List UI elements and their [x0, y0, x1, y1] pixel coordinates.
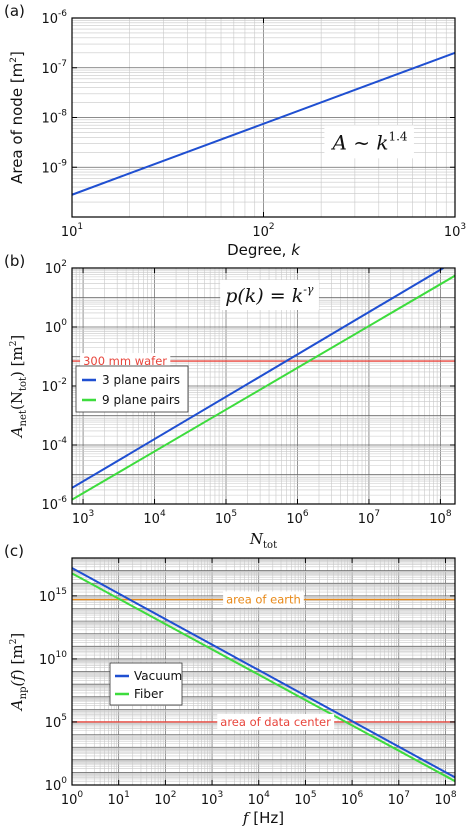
grid	[72, 268, 455, 504]
x-tick-label: 102	[154, 790, 176, 808]
y-tick-label: 10-6	[41, 495, 67, 513]
plot-area	[72, 51, 455, 196]
y-tick-label: 1010	[39, 650, 67, 668]
y-tick-label: 10-9	[41, 158, 67, 176]
panel-c: area of earth area of data center 100 101 10…	[4, 542, 457, 827]
series-line-2	[72, 274, 455, 501]
label-backing	[217, 713, 335, 730]
y-tick-label: 100	[45, 776, 68, 794]
x-tick-label: 105	[294, 790, 316, 808]
x-tick-label: 108	[429, 509, 452, 527]
x-tick-label: 107	[358, 509, 380, 527]
legend: Vacuum Fiber	[109, 662, 183, 706]
panel-b: 300 mm wafer 103 104 105 106 107 108 10-6 10-4 10…	[4, 252, 456, 551]
legend-label-2: 9 plane pairs	[102, 393, 180, 407]
x-tick-label: 108	[434, 790, 457, 808]
x-tick-label: 100	[61, 790, 84, 808]
x-axis-label: Ntot	[249, 530, 277, 551]
legend-label-1: Vacuum	[134, 669, 182, 683]
x-tick-label: 105	[215, 509, 237, 527]
legend-label-2: Fiber	[134, 687, 163, 701]
series-line-1	[72, 268, 444, 489]
y-tick-label: 10-4	[41, 436, 67, 454]
panel-label: (a)	[4, 2, 25, 20]
y-tick-label: 1015	[39, 587, 67, 605]
x-tick-label: 107	[388, 790, 410, 808]
x-tick-label: 106	[286, 509, 309, 527]
x-tick-label: 104	[248, 790, 271, 808]
panel-label: (c)	[4, 542, 24, 560]
x-tick-label: 103	[444, 222, 466, 240]
y-axis-label: Anet(Ntot) [m2]	[8, 335, 29, 440]
annotation-backing	[220, 280, 319, 310]
y-tick-label: 10-2	[41, 377, 67, 395]
reference-line-label: 300 mm wafer	[83, 354, 167, 368]
y-tick-label: 10-6	[41, 9, 67, 27]
x-tick-label: 102	[252, 222, 274, 240]
x-tick-label: 103	[72, 509, 94, 527]
reference-line-label: area of data center	[220, 715, 331, 729]
x-tick-label: 106	[341, 790, 364, 808]
label-backing	[80, 353, 171, 370]
x-tick-label: 101	[61, 222, 83, 240]
series-line-1	[72, 567, 455, 779]
y-tick-label: 10-8	[41, 109, 67, 127]
grid	[72, 18, 455, 217]
x-tick-label: 101	[108, 790, 130, 808]
x-tick-label: 104	[143, 509, 166, 527]
y-axis-label: Area of node [m2]	[8, 51, 26, 184]
y-tick-label: 102	[45, 259, 67, 277]
legend: 3 plane pairs 9 plane pairs	[75, 365, 189, 413]
legend-box	[109, 662, 183, 706]
label-backing	[223, 591, 304, 608]
legend-label-1: 3 plane pairs	[102, 373, 180, 387]
legend-box	[75, 365, 189, 413]
annotation-backing	[324, 125, 414, 159]
x-tick-label: 103	[201, 790, 223, 808]
y-axis-label: Anp(f) [m2]	[8, 633, 29, 712]
x-axis-label: f [Hz]	[242, 809, 284, 827]
y-tick-label: 10-7	[41, 59, 67, 77]
y-tick-label: 100	[45, 318, 68, 336]
panel-label: (b)	[4, 252, 25, 270]
annotation: p(k) = k-γ	[225, 283, 314, 307]
x-axis-label: Degree, k	[227, 241, 301, 259]
panel-a: 101 102 103 10-9 10-8 10-7 10-6 (a) Degree, k Are…	[4, 2, 466, 259]
plot-frame	[71, 557, 456, 786]
series-line-1	[72, 51, 455, 196]
annotation: A ~ k1.4	[330, 129, 407, 154]
y-tick-label: 105	[45, 713, 67, 731]
series-line-2	[72, 572, 455, 783]
reference-line-label: area of earth	[226, 593, 301, 607]
